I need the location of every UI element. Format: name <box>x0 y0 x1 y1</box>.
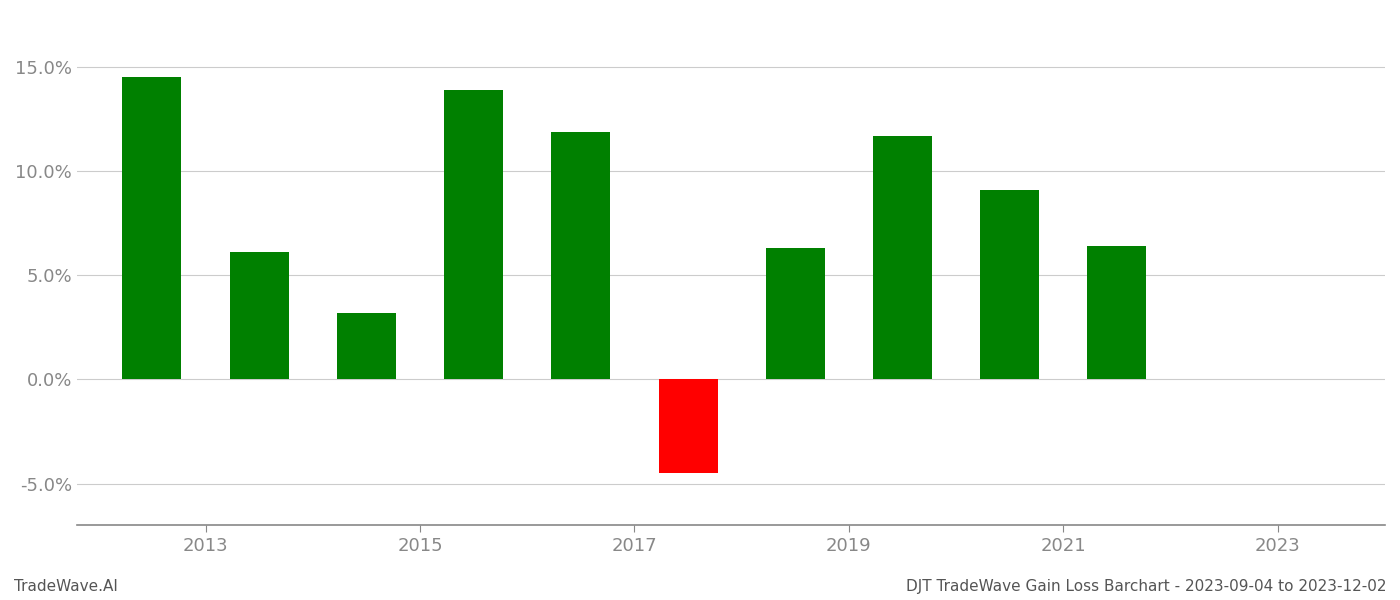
Bar <box>874 136 932 379</box>
Bar <box>337 313 396 379</box>
Text: TradeWave.AI: TradeWave.AI <box>14 579 118 594</box>
Bar <box>122 77 182 379</box>
Bar <box>230 253 288 379</box>
Bar <box>658 379 718 473</box>
Bar <box>980 190 1039 379</box>
Text: DJT TradeWave Gain Loss Barchart - 2023-09-04 to 2023-12-02: DJT TradeWave Gain Loss Barchart - 2023-… <box>906 579 1386 594</box>
Bar <box>1088 246 1147 379</box>
Bar <box>552 131 610 379</box>
Bar <box>444 90 503 379</box>
Bar <box>766 248 825 379</box>
